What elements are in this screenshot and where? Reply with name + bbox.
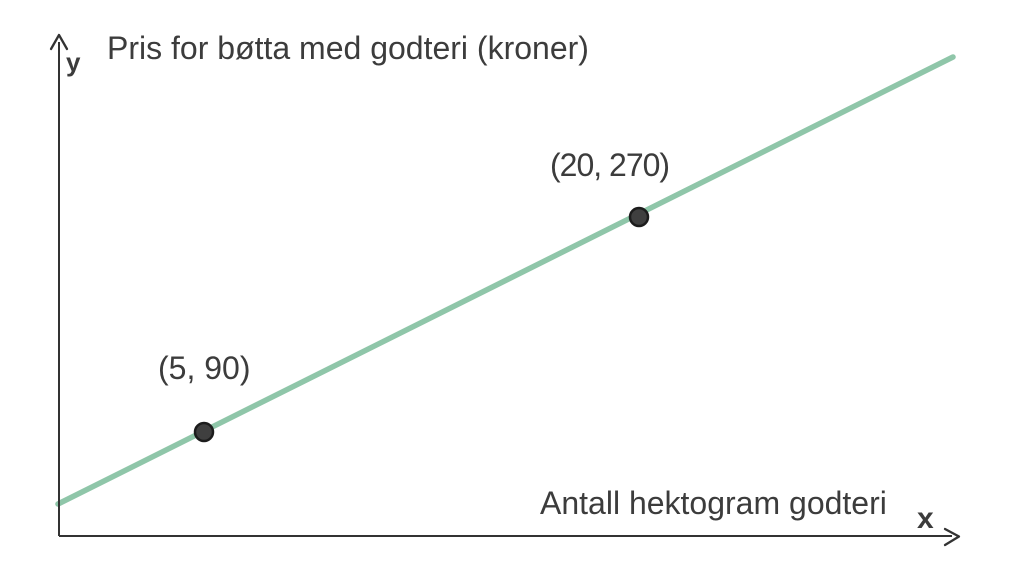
svg-text:(5, 90): (5, 90) [158,350,250,386]
svg-text:(20, 270): (20, 270) [550,147,669,183]
svg-text:x: x [917,502,934,535]
svg-text:Pris for bøtta med godteri (kr: Pris for bøtta med godteri (kroner) [107,30,589,66]
svg-text:Antall hektogram godteri: Antall hektogram godteri [540,485,887,521]
svg-text:y: y [66,47,81,77]
